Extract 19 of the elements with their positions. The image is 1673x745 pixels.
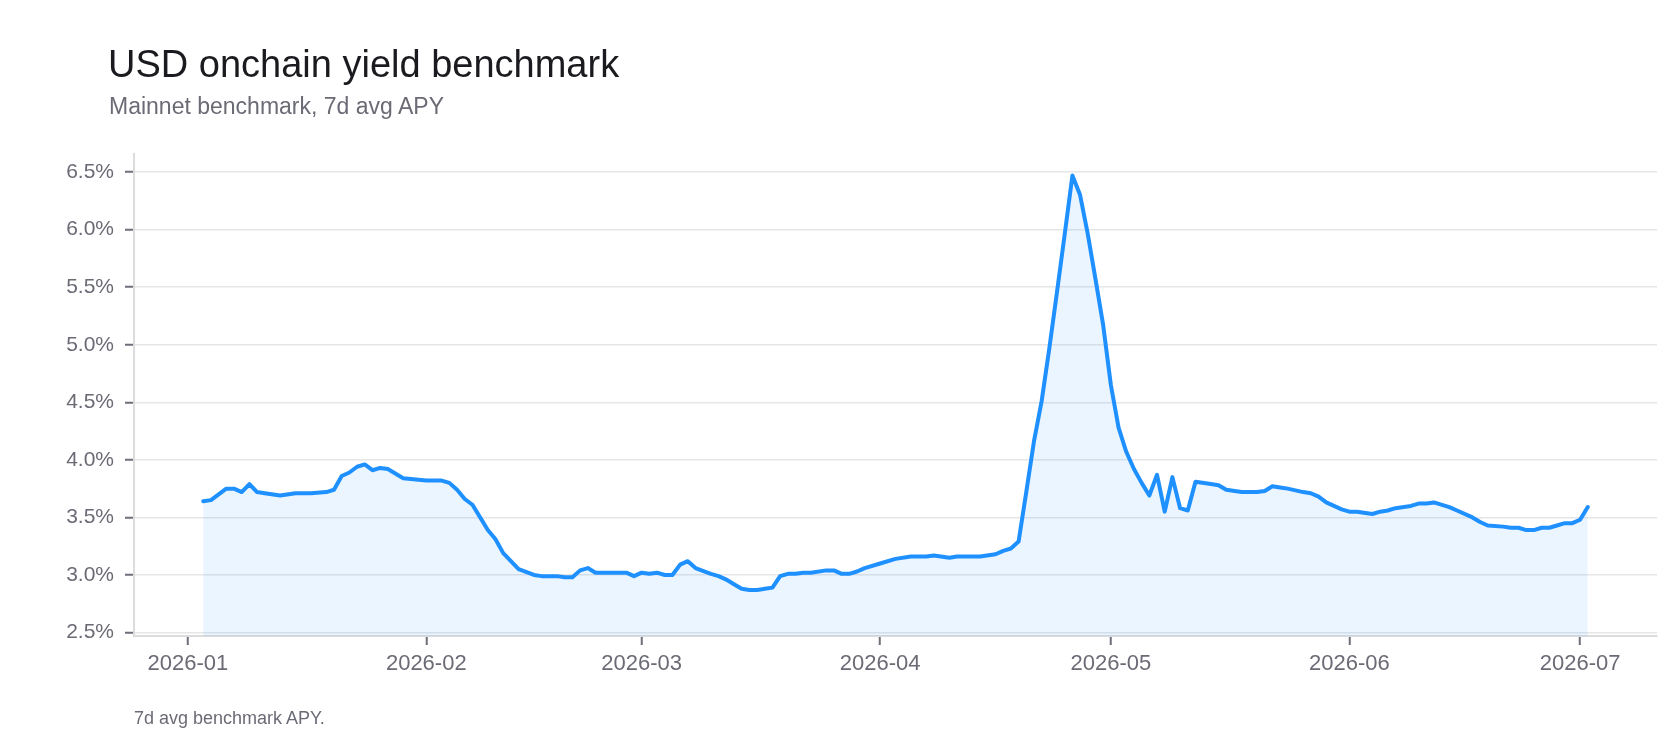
x-tick-label: 2026-01 — [147, 650, 229, 676]
y-tick-label: 5.0% — [66, 331, 114, 355]
y-tick-label: 4.0% — [66, 446, 114, 470]
y-tick-label: 3.0% — [66, 561, 114, 585]
text: 7d avg benchmark APY. — [134, 708, 325, 728]
y-tick-label: 6.0% — [66, 216, 114, 240]
y-tick-label: 6.5% — [66, 158, 114, 182]
y-tick-label: 4.5% — [66, 389, 114, 413]
y-tick-label: 5.5% — [66, 273, 114, 297]
chart-title: USD onchain yield benchmark — [108, 43, 620, 85]
x-tick-label: 2026-05 — [1070, 650, 1152, 676]
y-tick-label: 2.5% — [66, 619, 114, 643]
y-tick-label: 3.5% — [66, 504, 114, 528]
x-tick-label: 2026-04 — [839, 650, 921, 676]
chart-subtitle: Mainnet benchmark, 7d avg APY — [109, 93, 444, 119]
x-tick-label: 2026-02 — [385, 650, 467, 676]
x-tick-label: 2026-03 — [601, 650, 683, 676]
x-tick-label: 2026-07 — [1539, 650, 1621, 676]
x-tick-label: 2026-06 — [1308, 650, 1390, 676]
